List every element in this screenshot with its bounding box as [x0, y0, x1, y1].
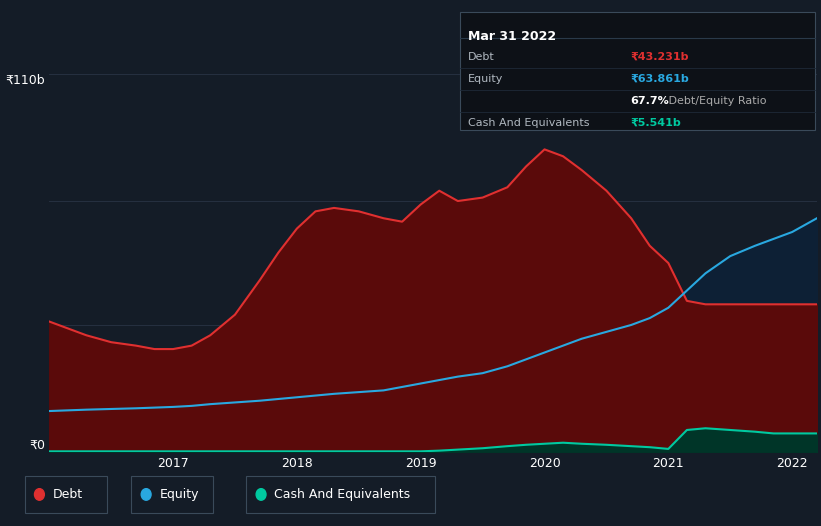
- Text: ₹43.231b: ₹43.231b: [630, 52, 689, 62]
- Text: Cash And Equivalents: Cash And Equivalents: [274, 488, 410, 501]
- Text: ₹5.541b: ₹5.541b: [630, 118, 681, 128]
- Text: Equity: Equity: [159, 488, 199, 501]
- Text: 67.7%: 67.7%: [630, 96, 669, 106]
- Text: Mar 31 2022: Mar 31 2022: [468, 30, 556, 43]
- Text: Debt: Debt: [53, 488, 83, 501]
- Text: ₹0: ₹0: [30, 439, 45, 452]
- Text: Debt/Equity Ratio: Debt/Equity Ratio: [665, 96, 767, 106]
- Text: Cash And Equivalents: Cash And Equivalents: [468, 118, 589, 128]
- Text: ₹63.861b: ₹63.861b: [630, 74, 689, 84]
- Text: Debt: Debt: [468, 52, 495, 62]
- Text: Equity: Equity: [468, 74, 503, 84]
- Text: ₹110b: ₹110b: [6, 74, 45, 87]
